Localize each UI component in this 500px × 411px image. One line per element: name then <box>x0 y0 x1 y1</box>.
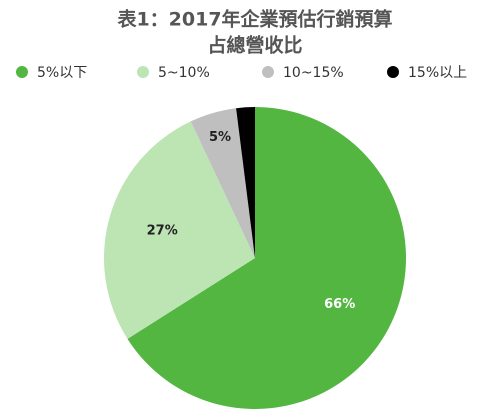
pie-slice <box>127 107 406 409</box>
value-label: 5% <box>209 130 231 145</box>
pie-slice <box>236 107 255 258</box>
chart-title: 表1：2017年企業預估行銷預算 <box>117 8 392 31</box>
pie-slice <box>104 121 255 339</box>
legend-label: 15%以上 <box>408 65 467 81</box>
legend-swatch <box>387 66 399 78</box>
value-label: 27% <box>147 224 178 239</box>
chart-subtitle: 占總營收比 <box>207 34 302 57</box>
legend-swatch <box>137 66 149 78</box>
legend-swatch <box>262 66 274 78</box>
legend-swatch <box>16 66 28 78</box>
pie-slice <box>190 108 255 259</box>
legend-label: 5%以下 <box>37 65 87 81</box>
value-label: 66% <box>324 297 355 312</box>
legend-label: 10~15% <box>283 65 344 81</box>
legend-label: 5~10% <box>158 65 210 81</box>
